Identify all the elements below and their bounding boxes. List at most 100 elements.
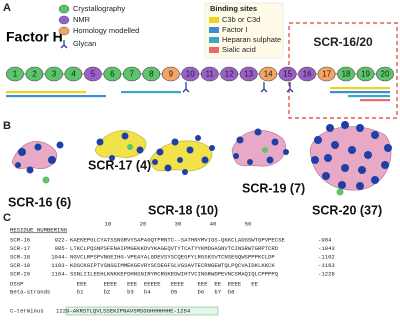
panel-label: A: [3, 2, 11, 14]
row-sequence: KDSCKGIPTVSNGSIMMEKGEVRYSCDEGFSLVGSAVTEC…: [70, 262, 275, 269]
domain: [122, 66, 141, 82]
domain-label: 8: [149, 70, 154, 79]
row-end: -1228: [318, 270, 335, 277]
domain-label: 7: [130, 70, 135, 79]
domain-label: 18: [342, 70, 351, 79]
highlight-label: SCR-16/20: [313, 35, 373, 49]
domain: [45, 66, 63, 82]
dssp-sequence: EEE EEEE EEE EEEEE EEEE EEE EE EEEE EE: [70, 280, 268, 287]
binding-swatch: [209, 47, 219, 53]
row-start: 922-: [55, 236, 68, 243]
binding-title: Binding sites: [210, 4, 257, 13]
domain-label: 1: [13, 70, 18, 79]
domain: [239, 66, 258, 82]
domain: [6, 66, 24, 82]
structures: [11, 121, 392, 196]
domain: [181, 66, 200, 82]
row-sequence: KAEKEPGLCYATSSNGRVYSAPAGQTFRNTC--SATHNYM…: [70, 236, 285, 243]
domain: [64, 66, 83, 82]
cterm-box: [65, 306, 219, 316]
row-end: -984: [318, 236, 332, 243]
domain-label: 20: [381, 70, 390, 79]
domain: [25, 66, 44, 82]
domain-label: 6: [110, 70, 115, 79]
row-name: SCR-18: [10, 253, 30, 260]
row-name: SCR-17: [10, 245, 30, 252]
domain-label: 13: [244, 70, 253, 79]
legend: Crystallography NMR Homology modelled Glyca…: [58, 4, 139, 49]
residue-number: 30: [175, 220, 182, 227]
domain: [298, 66, 317, 82]
binding-label: Sialic acid: [222, 45, 256, 54]
domain: [103, 66, 122, 82]
row-sequence: LTKCLPQSNPSFENAIPMGEKKDVYKAGEQVTYTCATYYK…: [70, 245, 279, 252]
row-start: 985-: [55, 245, 68, 252]
domain: [220, 66, 239, 82]
domain-label: 16: [303, 70, 312, 79]
row-sequence: SSNLIILEEHLKNKKEFDHNSNIRYRCRGKEGWIHTVCIN…: [70, 270, 279, 277]
domain-label: 10: [186, 70, 195, 79]
row-name: DSSP: [10, 280, 24, 287]
structure-label: SCR-19 (7): [242, 181, 305, 195]
domain: [337, 66, 355, 82]
glycans: [182, 82, 294, 93]
binding-label: Factor I: [222, 25, 247, 34]
panel-label: C: [3, 212, 11, 224]
domain: [317, 66, 336, 82]
domain-label: 12: [225, 70, 234, 79]
domain-label: 11: [206, 70, 215, 79]
protein-title: Factor H: [6, 29, 63, 45]
domain: [142, 66, 161, 82]
domain: [200, 66, 219, 82]
domain: [278, 66, 297, 82]
legend-swatch: [58, 15, 70, 25]
domain-label: 17: [322, 70, 331, 79]
panel-label: B: [3, 120, 11, 132]
row-end: -1102: [318, 253, 335, 260]
row-name: SCR-20: [10, 270, 31, 277]
legend-label: Glycan: [73, 39, 96, 48]
domain-label: 2: [32, 70, 37, 79]
binding-swatch: [209, 27, 219, 33]
row-start: 1103-: [51, 262, 68, 269]
binding-bars: [6, 87, 390, 102]
structure-label: SCR-20 (37): [312, 203, 382, 217]
structure-label: SCR-16 (6): [8, 195, 71, 209]
alignment: SCR-16 922- KAEKEPGLCYATSSNGRVYSAPAGQTFRNT…: [10, 236, 335, 277]
legend-swatch: [58, 26, 70, 36]
domain-label: 14: [264, 70, 273, 79]
domain-label: 19: [361, 70, 370, 79]
legend-swatch: [58, 4, 70, 14]
row-start: 1044-: [51, 253, 68, 260]
legend-label: NMR: [73, 15, 91, 24]
structure-label: SCR-18 (10): [148, 203, 218, 217]
domain: [259, 66, 278, 82]
residue-number: 20: [140, 220, 147, 227]
binding-swatch: [209, 17, 219, 23]
residue-number: 50: [245, 220, 252, 227]
domain: [161, 66, 180, 82]
binding-label: Heparan sulphate: [222, 35, 281, 44]
domain: [356, 66, 375, 82]
domain-label: 5: [91, 70, 96, 79]
structure-label: SCR-17 (4): [88, 158, 151, 172]
binding-label: C3b or C3d: [222, 15, 260, 24]
legend-label: Homology modelled: [73, 26, 139, 35]
binding-swatch: [209, 37, 219, 43]
domain: [83, 66, 102, 82]
numbering-title: RESIDUE NUMBERING: [10, 226, 68, 233]
legend-label: Crystallography: [73, 4, 125, 13]
domain-label: 4: [71, 70, 76, 79]
row-start: 1164-: [51, 270, 68, 277]
domain-label: 9: [169, 70, 174, 79]
row-name: C-terminus: [10, 307, 44, 314]
domain-chain: 1 2 3 4 5 6 7 8 9 10 11 12 13 14 15 16 17 18 19 20: [6, 66, 394, 82]
residue-number: 40: [210, 220, 217, 227]
domain-label: 3: [52, 70, 57, 79]
row-end: -1043: [318, 245, 335, 252]
row-end: -1163: [318, 262, 335, 269]
row-sequence: NGVCLRPSPVNGEIHG-VPEAYALGDEVSYSCQEGFYLRG…: [70, 253, 275, 260]
row-name: SCR-19: [10, 262, 30, 269]
